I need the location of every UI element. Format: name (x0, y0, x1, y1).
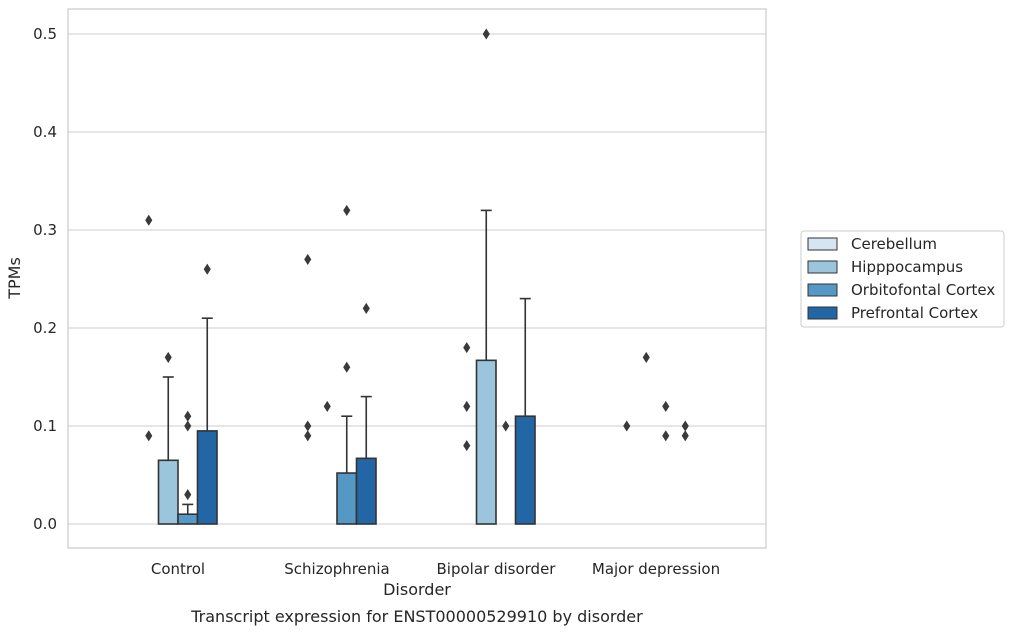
bar (336, 472, 358, 525)
outlier-point (463, 440, 471, 452)
outlier-point (184, 489, 192, 501)
y-axis-title: TPMs (5, 257, 24, 300)
legend-label: Prefrontal Cortex (851, 304, 978, 322)
outlier-point (145, 430, 153, 442)
y-tick-label: 0.4 (33, 123, 57, 141)
outlier-point (343, 204, 351, 216)
legend-label: Cerebellum (851, 235, 937, 253)
outlier-point (681, 430, 689, 442)
outlier-point (304, 253, 312, 265)
y-tick-label: 0.2 (33, 319, 57, 337)
outlier-point (662, 400, 670, 412)
y-tick-label: 0.5 (33, 25, 57, 43)
outlier-point (145, 214, 153, 226)
x-tick-label: Major depression (592, 560, 720, 578)
outlier-point (323, 400, 331, 412)
gridlines (68, 33, 766, 525)
bar (514, 415, 536, 525)
legend-label: Hipppocampus (851, 258, 963, 276)
y-tick-label: 0.0 (33, 515, 57, 533)
outlier-point (642, 351, 650, 363)
outlier-point (463, 400, 471, 412)
y-tick-label: 0.1 (33, 417, 57, 435)
x-tick-label: Control (151, 560, 205, 578)
outlier-point (164, 351, 172, 363)
x-tick-labels: Control Schizophrenia Bipolar disorder Majo… (151, 560, 720, 578)
bar (475, 359, 497, 525)
x-axis-title: Disorder (383, 580, 451, 599)
outlier-point (343, 361, 351, 373)
outlier-point (463, 342, 471, 354)
outlier-point (184, 410, 192, 422)
legend-swatch (807, 283, 838, 297)
outlier-point (304, 430, 312, 442)
bars (157, 209, 536, 525)
x-tick-label: Schizophrenia (284, 560, 389, 578)
outlier-point (203, 263, 211, 275)
bar (355, 457, 377, 525)
outlier-point (184, 420, 192, 432)
outlier-point (681, 420, 689, 432)
bar (177, 513, 199, 525)
outliers (145, 28, 689, 501)
legend-swatch (807, 306, 838, 320)
outlier-point (362, 302, 370, 314)
outlier-point (304, 420, 312, 432)
outlier-point (482, 28, 490, 40)
plot-frame (67, 8, 767, 549)
chart-caption: Transcript expression for ENST0000052991… (190, 607, 643, 626)
x-tick-label: Bipolar disorder (437, 560, 557, 578)
legend-swatch (807, 237, 838, 251)
y-tick-label: 0.3 (33, 221, 57, 239)
bar (157, 459, 179, 525)
legend: Cerebellum Hipppocampus Orbitofontal Corte… (800, 230, 1005, 328)
y-tick-labels: 0.0 0.1 0.2 0.3 0.4 0.5 (33, 25, 57, 533)
bar (196, 430, 218, 525)
legend-frame (800, 230, 1005, 328)
outlier-point (502, 420, 510, 432)
outlier-point (662, 430, 670, 442)
legend-swatch (807, 260, 838, 274)
legend-label: Orbitofontal Cortex (851, 281, 995, 299)
outlier-point (623, 420, 631, 432)
